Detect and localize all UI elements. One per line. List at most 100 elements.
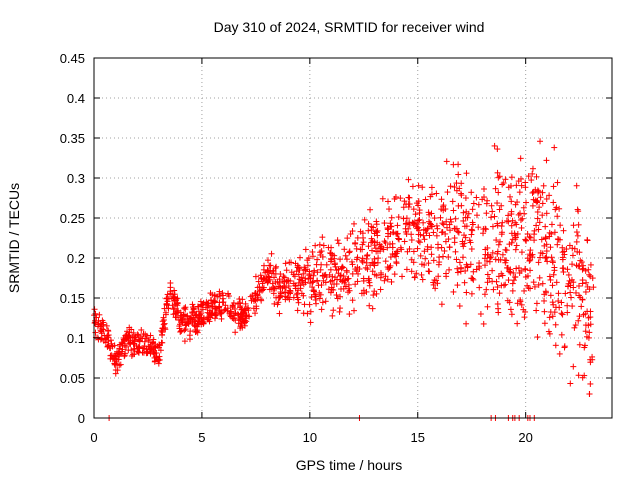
data-point	[277, 271, 284, 278]
data-point	[237, 316, 244, 323]
data-point	[389, 229, 396, 236]
data-point	[537, 249, 544, 256]
data-point	[125, 333, 132, 340]
data-point	[463, 320, 470, 327]
data-point	[520, 204, 527, 211]
data-point	[254, 284, 261, 291]
data-point	[230, 300, 237, 307]
data-point	[336, 308, 343, 315]
data-point	[277, 289, 284, 296]
data-point	[479, 196, 486, 203]
data-point	[527, 267, 534, 274]
data-point	[416, 207, 423, 214]
data-point	[103, 322, 110, 329]
data-point	[275, 299, 282, 306]
data-point	[365, 275, 372, 282]
data-point	[440, 202, 447, 209]
data-point	[543, 196, 550, 203]
y-axis-label: SRMTID / TECUs	[6, 183, 22, 293]
data-point	[384, 276, 391, 283]
data-point	[541, 242, 548, 249]
data-point	[546, 273, 553, 280]
data-point	[328, 256, 335, 263]
data-point	[492, 185, 499, 192]
data-point	[174, 302, 181, 309]
data-point	[572, 322, 579, 329]
y-tick-label: 0.3	[67, 171, 85, 186]
data-point	[570, 363, 577, 370]
data-point	[435, 261, 442, 268]
data-point	[587, 273, 594, 280]
y-tick-label: 0.15	[60, 291, 85, 306]
data-point	[405, 176, 412, 183]
data-point	[425, 260, 432, 267]
data-point	[578, 259, 585, 266]
data-point	[365, 227, 372, 234]
data-point	[465, 210, 472, 217]
data-point	[469, 227, 476, 234]
data-point	[266, 274, 273, 281]
data-point	[355, 270, 362, 277]
data-point	[178, 327, 185, 334]
data-point	[456, 259, 463, 266]
y-tick-label: 0.45	[60, 51, 85, 66]
data-point	[373, 228, 380, 235]
data-point	[307, 319, 314, 326]
data-point	[554, 179, 561, 186]
data-point	[319, 234, 326, 241]
data-point	[151, 358, 158, 365]
data-point	[493, 237, 500, 244]
data-point	[464, 263, 471, 270]
data-point	[454, 265, 461, 272]
data-point	[381, 277, 388, 284]
x-tick-label: 0	[90, 430, 97, 445]
data-point	[415, 238, 422, 245]
data-point	[205, 300, 212, 307]
data-point	[497, 238, 504, 245]
data-point	[477, 311, 484, 318]
data-point	[121, 337, 128, 344]
data-point	[421, 248, 428, 255]
data-point	[377, 286, 384, 293]
data-point	[403, 266, 410, 273]
data-point	[392, 194, 399, 201]
data-point	[386, 206, 393, 213]
data-point	[346, 248, 353, 255]
data-point	[360, 239, 367, 246]
data-point	[331, 255, 338, 262]
data-point	[437, 214, 444, 221]
data-point	[300, 310, 307, 317]
data-point	[411, 274, 418, 281]
data-point	[294, 262, 301, 269]
data-point	[446, 221, 453, 228]
data-point	[551, 309, 558, 316]
data-point	[564, 302, 571, 309]
data-point	[510, 269, 517, 276]
data-point	[240, 309, 247, 316]
data-point	[162, 311, 169, 318]
data-point	[410, 259, 417, 266]
data-point	[254, 292, 261, 299]
data-point	[452, 248, 459, 255]
data-point	[579, 266, 586, 273]
data-point	[216, 307, 223, 314]
data-point	[97, 320, 104, 327]
data-point	[507, 306, 514, 313]
data-point	[533, 222, 540, 229]
data-point	[550, 183, 557, 190]
data-point	[394, 222, 401, 229]
data-point	[197, 298, 204, 305]
data-point	[155, 357, 162, 364]
data-point	[473, 266, 480, 273]
data-point	[432, 285, 439, 292]
data-point	[509, 236, 516, 243]
data-point	[469, 275, 476, 282]
data-point	[483, 258, 490, 265]
data-point	[354, 264, 361, 271]
data-point	[512, 201, 519, 208]
data-point	[548, 221, 555, 228]
data-point	[489, 267, 496, 274]
data-point	[294, 307, 301, 314]
data-point	[468, 226, 475, 233]
